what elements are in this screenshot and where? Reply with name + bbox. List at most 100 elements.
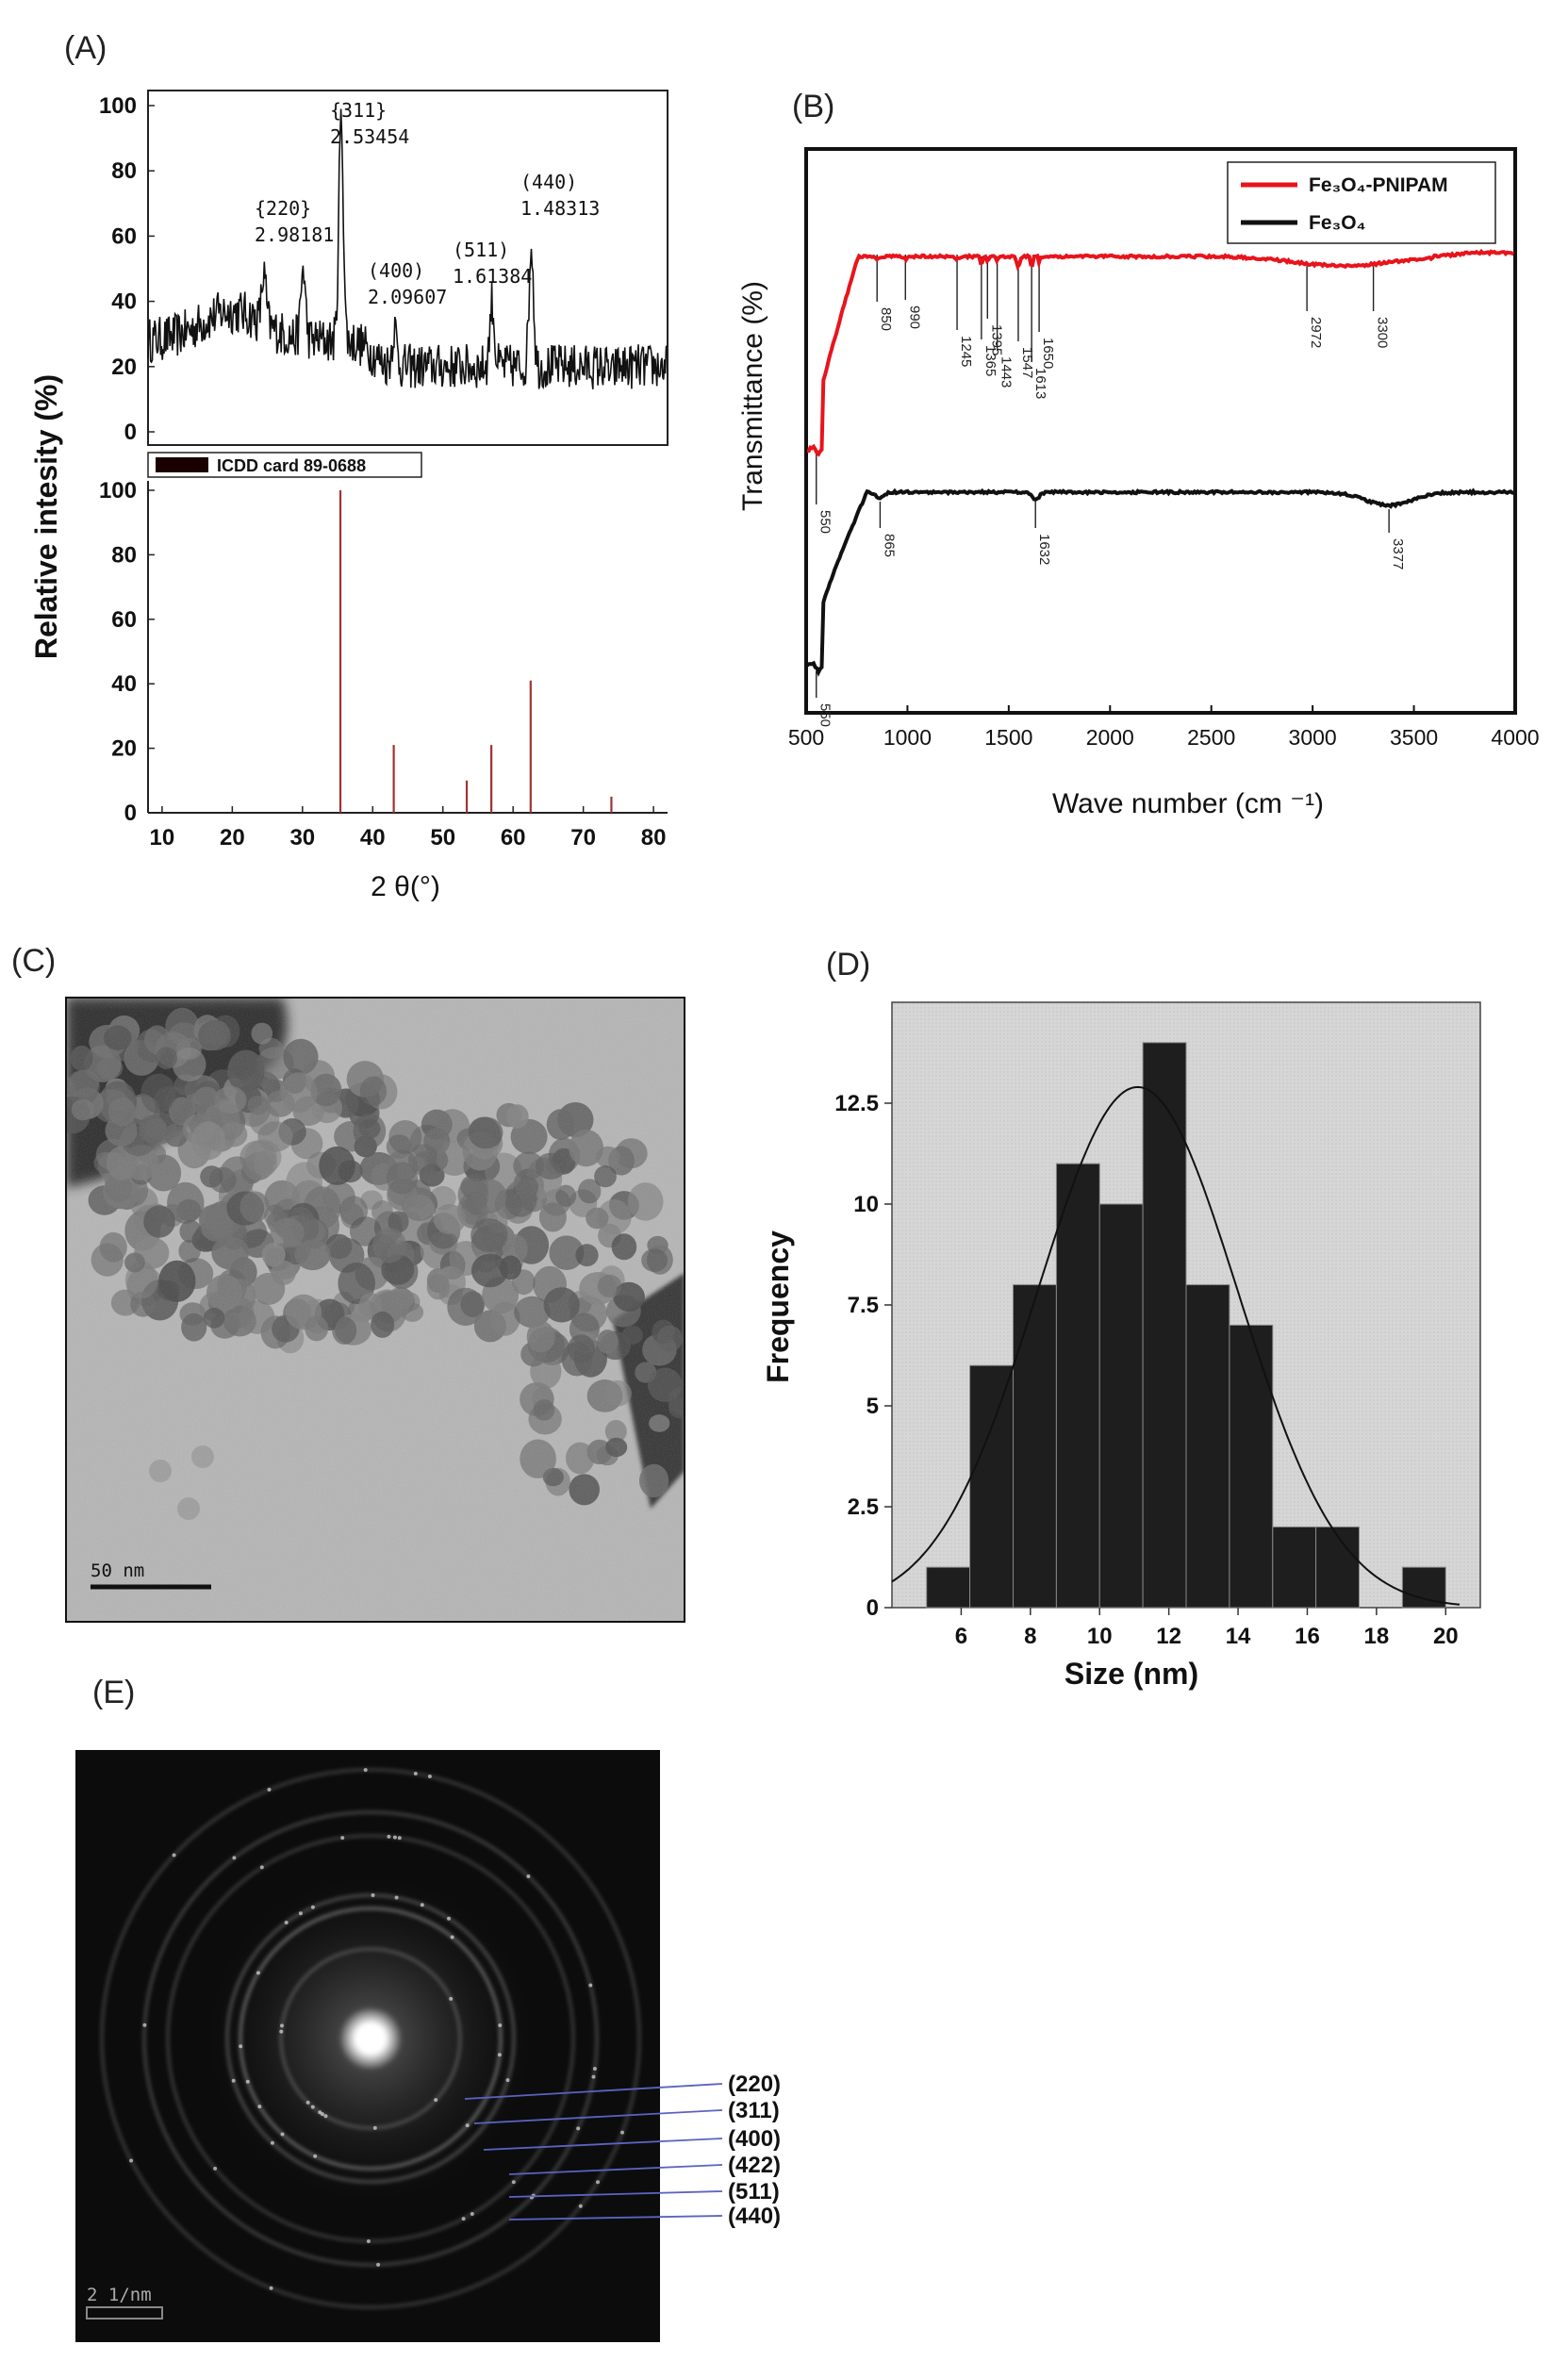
ftir-x-tick-label: 1500: [984, 725, 1032, 750]
ftir-band-label: 1395: [988, 324, 1004, 355]
xrd-peak-hkl-label: (440): [520, 171, 577, 193]
ftir-band-label: 1650: [1040, 338, 1056, 369]
icdd-x-tick-label: 10: [150, 825, 175, 850]
icdd-y-tick-label: 60: [111, 607, 137, 633]
tem-scale-label: 50 nm: [91, 1560, 144, 1581]
panel-b-ylabel: Transmittance (%): [737, 281, 768, 511]
saed-diffraction-ring: [239, 1907, 503, 2171]
panel-c-label: (C): [11, 943, 56, 979]
histogram-x-tick-label: 8: [1024, 1624, 1036, 1649]
ftir-x-tick-label: 3000: [1289, 725, 1337, 750]
histogram-y-ticks: 0 2.5 5 7.5 10 12.5: [834, 1091, 892, 1621]
ftir-band-label: 990: [906, 305, 922, 329]
icdd-legend-label: ICDD card 89-0688: [217, 456, 366, 475]
saed-diffraction-ring: [225, 1893, 516, 2184]
saed-center-spot: [338, 2006, 403, 2071]
ftir-band-label: 865: [881, 534, 897, 557]
ftir-band-label: 1365: [982, 345, 999, 376]
icdd-y-tick-label: 100: [99, 478, 137, 504]
saed-ring-label: (422): [728, 2153, 781, 2178]
xrd-y-tick-label: 100: [99, 93, 137, 119]
icdd-x-tick-label: 80: [641, 825, 667, 850]
ftir-x-tick-label: 3500: [1390, 725, 1438, 750]
ftir-line-fe3o4-pnipam: [806, 248, 1515, 457]
icdd-y-tick-label: 0: [124, 801, 137, 826]
saed-ring-pointer: [464, 2083, 723, 2100]
panel-b-label: (B): [792, 89, 834, 124]
ftir-band-label: 3300: [1375, 317, 1391, 348]
panel-b: (B) Transmittance (%) Wave number (cm ⁻¹…: [737, 89, 1540, 819]
ftir-line-fe3o4: [805, 487, 1514, 677]
xrd-peak-hkl-label: (400): [368, 259, 424, 282]
ftir-band-label: 1632: [1036, 534, 1052, 565]
histogram-x-tick-label: 20: [1433, 1624, 1459, 1649]
ftir-legend-label-red: Fe₃O₄-PNIPAM: [1309, 174, 1448, 196]
histogram-x-tick-label: 6: [955, 1624, 967, 1649]
histogram-y-tick-label: 12.5: [834, 1091, 879, 1116]
saed-ring-pointer: [483, 2138, 723, 2151]
histogram-y-tick-label: 10: [853, 1192, 879, 1217]
icdd-legend-swatch: [156, 457, 208, 472]
ftir-band-label: 550: [817, 510, 834, 534]
histogram-bar: [1142, 1042, 1187, 1609]
ftir-band-label: 3377: [1390, 538, 1406, 570]
histogram-bar: [1055, 1163, 1100, 1609]
ftir-band-label: 1443: [999, 356, 1015, 388]
panel-a-xlabel: 2 θ(°): [371, 871, 440, 902]
histogram-normal-fit: [891, 1085, 1461, 1606]
xrd-y-tick-label: 60: [111, 223, 137, 249]
histogram-bar: [1098, 1203, 1144, 1609]
ftir-band-label: 550: [817, 703, 834, 727]
xrd-peak-d-spacing-label: 1.48313: [520, 197, 600, 220]
saed-ring-pointer: [508, 2215, 723, 2221]
panel-d: (D) Frequency Size (nm) 0 2.5 5 7.5 10 12.5 6…: [761, 947, 1481, 1691]
ftir-band-label: 2972: [1308, 317, 1324, 348]
icdd-sticks: [338, 490, 613, 813]
panel-c: (C) 50 nm: [11, 943, 685, 1623]
saed-rings: [100, 1768, 641, 2309]
ftir-x-ticks: 500 1000 1500 2000 2500 3000 3500 4000: [788, 705, 1540, 750]
histogram-bar: [1229, 1324, 1274, 1609]
xrd-peak-d-spacing-label: 2.09607: [368, 286, 447, 308]
saed-scale-label: 2 1/nm: [87, 2285, 152, 2305]
panel-a-label: (A): [64, 30, 107, 66]
histogram-bar: [1185, 1284, 1230, 1609]
saed-ring-pointer: [508, 2164, 723, 2175]
xrd-y-tick-label: 80: [111, 158, 137, 184]
icdd-x-tick-label: 40: [360, 825, 386, 850]
panel-b-xlabel: Wave number (cm ⁻¹): [1052, 788, 1324, 819]
histogram-bars: [926, 1042, 1446, 1609]
saed-diffraction-ring: [142, 1810, 599, 2267]
saed-diffraction-ring: [100, 1768, 641, 2309]
icdd-x-tick-label: 30: [289, 825, 315, 850]
histogram-x-tick-label: 18: [1364, 1624, 1390, 1649]
xrd-y-tick-label: 20: [111, 355, 137, 380]
panel-d-xlabel: Size (nm): [1065, 1657, 1198, 1691]
xrd-peak-hkl-label: (511): [453, 239, 509, 261]
icdd-y-ticks: 0 20 40 60 80 100: [99, 478, 155, 826]
saed-ring-label: (311): [728, 2098, 780, 2123]
xrd-pattern-line: [147, 108, 668, 390]
ftir-x-tick-label: 500: [788, 725, 824, 750]
ftir-x-tick-label: 2000: [1086, 725, 1134, 750]
ftir-band-label: 1613: [1032, 368, 1048, 399]
histogram-bar: [1013, 1284, 1057, 1609]
saed-diffraction-ring: [166, 1834, 575, 2243]
histogram-x-tick-label: 14: [1226, 1624, 1251, 1649]
xrd-peak-d-spacing-label: 2.53454: [330, 125, 409, 148]
icdd-x-tick-label: 20: [220, 825, 245, 850]
tem-image: [66, 998, 685, 1622]
icdd-y-tick-label: 80: [111, 542, 137, 568]
saed-ring-pointer: [508, 2190, 723, 2198]
icdd-y-tick-label: 40: [111, 671, 137, 697]
icdd-y-tick-label: 20: [111, 736, 137, 762]
histogram-x-tick-label: 10: [1087, 1624, 1113, 1649]
xrd-y-tick-label: 0: [124, 420, 137, 445]
saed-ring-label: (220): [728, 2072, 781, 2097]
histogram-x-ticks: 6 8 10 12 14 16 18 20: [955, 1608, 1459, 1649]
panel-a-ylabel: Relative intesity (%): [29, 374, 63, 659]
histogram-x-tick-label: 12: [1156, 1624, 1181, 1649]
ftir-x-tick-label: 4000: [1491, 725, 1539, 750]
panel-d-label: (D): [826, 947, 870, 982]
